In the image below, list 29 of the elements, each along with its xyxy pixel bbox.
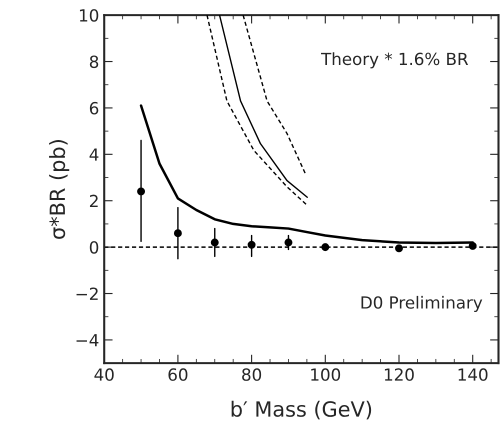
x-axis-title: b′ Mass (GeV) — [232, 400, 372, 420]
y-tick-label: 0 — [90, 241, 98, 254]
point — [137, 187, 146, 196]
annotation: D0 Preliminary — [362, 296, 482, 312]
line-series — [206, 15, 308, 206]
y-tick-label: 10 — [80, 9, 98, 22]
point — [174, 229, 182, 238]
line-series — [218, 15, 308, 198]
x-tick-label: 140 — [458, 368, 488, 381]
y-tick-label: −2 — [76, 287, 98, 300]
y-tick-label: 8 — [90, 55, 98, 68]
point — [210, 238, 219, 246]
annotation: Theory * 1.6% BR — [321, 52, 468, 68]
x-tick-label: 80 — [242, 368, 262, 381]
x-tick-label: 100 — [311, 368, 340, 381]
point — [321, 243, 330, 252]
point — [248, 240, 256, 249]
x-tick-label: 120 — [384, 368, 414, 381]
x-tick-label: 40 — [94, 368, 114, 381]
point — [468, 242, 477, 250]
line-series — [242, 15, 306, 175]
point — [395, 244, 403, 252]
y-tick-label: 6 — [90, 102, 98, 114]
y-axis-title: σ*BR (pb) — [49, 140, 70, 239]
y-tick-label: 4 — [90, 148, 98, 161]
point — [284, 238, 292, 246]
x-tick-label: 60 — [168, 368, 188, 381]
y-tick-label: 2 — [90, 194, 98, 208]
y-tick-label: −4 — [76, 334, 98, 346]
